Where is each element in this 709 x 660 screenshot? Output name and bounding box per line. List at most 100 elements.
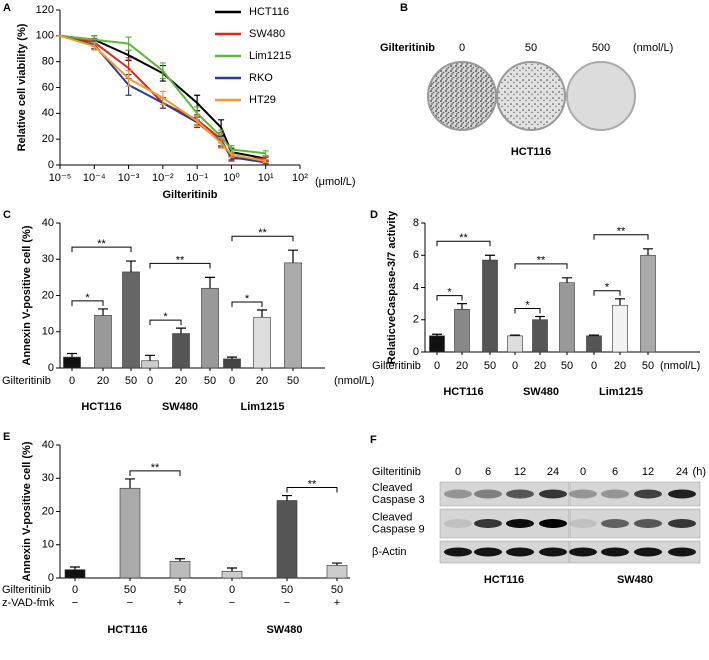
bar: [612, 304, 628, 353]
blot-band: [444, 489, 472, 499]
y-tick-label: 6: [413, 249, 419, 261]
row-label: Cleaved: [372, 482, 412, 494]
group-label: Lim1215: [240, 401, 284, 413]
error-bar: [70, 566, 80, 570]
time-label: 0: [580, 466, 586, 478]
y-tick-label: 2: [413, 314, 419, 326]
blot-band: [539, 547, 567, 557]
y-tick-label: 40: [42, 107, 54, 119]
bar: [64, 569, 86, 579]
significance-bracket: [231, 301, 263, 307]
panel-letter: E: [3, 431, 10, 443]
group-label: SW480: [523, 386, 559, 398]
dish: [427, 61, 497, 131]
error-bar: [159, 62, 166, 80]
bar: [276, 500, 298, 579]
significance-label: **: [308, 478, 317, 490]
blot-band: [444, 519, 472, 528]
error-bar: [145, 354, 155, 361]
legend-label: HT29: [249, 94, 276, 106]
significance-label: *: [85, 292, 90, 304]
y-tick-label: 0: [413, 346, 419, 358]
category-label: 50: [174, 584, 186, 596]
panel-letter: B: [400, 2, 408, 14]
time-label: 12: [642, 466, 654, 478]
bar: [454, 308, 470, 353]
significance-label: *: [525, 299, 530, 311]
error-bar: [126, 260, 136, 272]
significance-bracket: [436, 295, 463, 301]
y-tick-label: 80: [42, 56, 54, 68]
error-bar: [257, 309, 267, 318]
category-label: 50: [331, 584, 343, 596]
y-axis-title: RelaticveCaspase-3/7 activity: [386, 210, 398, 364]
x-tick-label: 10⁻⁵: [49, 172, 72, 184]
category-label: −: [72, 597, 78, 609]
error-bar: [457, 303, 467, 310]
significance-bracket: [71, 246, 132, 253]
significance-bracket: [231, 235, 294, 242]
blot-band: [668, 519, 696, 528]
x-axis-title: Gilteritinib: [163, 189, 218, 201]
error-bar: [615, 298, 625, 306]
y-tick-label: 10: [42, 326, 54, 338]
significance-bracket: [286, 487, 338, 493]
x-tick-label: 10²: [292, 172, 308, 184]
x-tick-label: 10⁻⁴: [83, 172, 106, 184]
error-bar: [194, 115, 201, 127]
group-label: HCT116: [81, 401, 121, 413]
blot-band: [506, 489, 534, 499]
bar: [640, 254, 656, 353]
time-label: 24: [547, 466, 559, 478]
y-tick-label: 0: [48, 572, 54, 584]
row-label: Caspase 3: [372, 494, 425, 506]
error-bar: [485, 254, 495, 261]
x-tick-label: 10¹: [258, 172, 274, 184]
series-line: [59, 34, 266, 155]
row-label: Gilteritinib: [2, 584, 51, 596]
unit-label: (nmol/L): [334, 375, 374, 387]
y-tick-label: 20: [42, 505, 54, 517]
error-bar: [91, 41, 98, 51]
row-label: Caspase 9: [372, 523, 425, 535]
time-label: 12: [514, 466, 526, 478]
y-tick-label: 30: [42, 253, 54, 265]
group-label: Lim1215: [599, 386, 643, 398]
series-line: [59, 34, 266, 163]
error-bar: [562, 277, 572, 283]
y-tick-label: 0: [48, 362, 54, 374]
x-tick-label: 10⁻¹: [186, 172, 208, 184]
error-bar: [282, 494, 292, 501]
significance-bracket: [149, 262, 211, 269]
blot-band: [634, 547, 662, 557]
significance-bracket: [436, 240, 491, 247]
bar: [221, 571, 243, 579]
bar: [63, 356, 81, 369]
y-tick-label: 20: [42, 289, 54, 301]
error-bar: [288, 249, 298, 263]
dishes: [427, 61, 636, 131]
unit-label: (nmol/L): [633, 42, 673, 54]
category-label: 0: [434, 360, 440, 372]
bar: [141, 360, 159, 369]
blot-band: [474, 489, 502, 499]
category-label: 20: [97, 375, 109, 387]
error-bar: [159, 90, 166, 105]
panel-letter: C: [3, 209, 11, 221]
treatment-label: Gilteritinib: [380, 42, 435, 54]
y-tick-label: 100: [36, 30, 54, 42]
error-bar: [218, 137, 225, 149]
bar: [507, 335, 523, 353]
y-tick-label: 40: [42, 439, 54, 451]
category-label: 20: [256, 375, 268, 387]
x-axis-unit: (μmol/L): [315, 176, 356, 188]
error-bar: [432, 333, 442, 336]
significance-label: **: [258, 227, 267, 239]
time-label: 0: [455, 466, 461, 478]
error-bar: [98, 308, 108, 316]
significance-label: **: [97, 238, 106, 250]
bar: [119, 487, 141, 579]
y-tick-label: 4: [413, 281, 419, 293]
y-tick-label: 10: [42, 539, 54, 551]
category-label: −: [284, 597, 290, 609]
